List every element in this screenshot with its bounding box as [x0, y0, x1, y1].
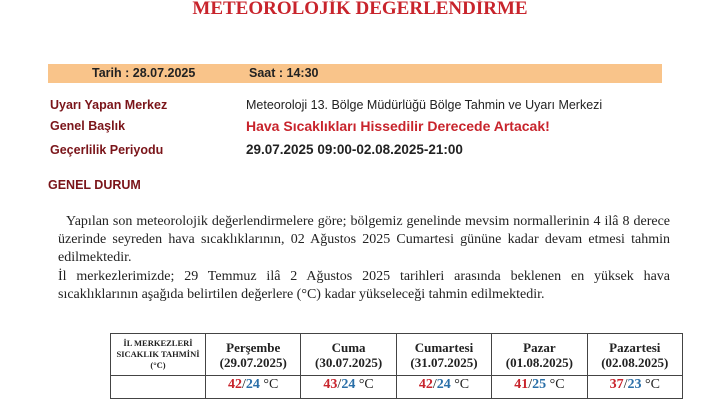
day-date: (31.07.2025) [410, 354, 478, 370]
day-name: Pazartesi [609, 339, 661, 355]
info-value: Hava Sıcaklıkları Hissedilir Derecede Ar… [246, 118, 550, 134]
info-value: 29.07.2025 09:00-02.08.2025-21:00 [246, 142, 463, 157]
unit: °C [358, 377, 374, 392]
day-header: Perşembe (29.07.2025) [204, 333, 302, 376]
unit: °C [454, 377, 470, 392]
high-temp: 41 [514, 377, 529, 392]
page-title: METEOROLOJİK DEĞERLENDİRME [192, 0, 528, 19]
info-label: Geçerlilik Periyodu [50, 143, 164, 157]
day-name: Pazar [523, 339, 556, 355]
high-temp: 42 [228, 377, 243, 392]
day-header: Cuma (30.07.2025) [300, 333, 397, 376]
day-name: Perşembe [226, 339, 281, 355]
day-header: Cumartesi (31.07.2025) [395, 333, 493, 376]
low-temp: 24 [245, 377, 260, 392]
temp-cell: 42/24 °C [395, 375, 493, 399]
low-temp: 24 [341, 377, 356, 392]
section-heading: GENEL DURUM [48, 178, 141, 192]
info-value: Meteoroloji 13. Bölge Müdürlüğü Bölge Ta… [246, 98, 603, 112]
day-date: (02.08.2025) [601, 354, 669, 370]
high-temp: 37 [609, 377, 624, 392]
day-date: (30.07.2025) [315, 354, 383, 370]
unit: °C [645, 377, 660, 392]
time: Saat : 14:30 [249, 66, 319, 80]
day-name: Cumartesi [414, 339, 474, 355]
temp-cell: 43/24 °C [300, 375, 397, 399]
day-header: Pazartesi (02.08.2025) [586, 333, 684, 376]
day-date: (01.08.2025) [505, 354, 573, 370]
temp-cell: 37/23 °C [586, 375, 684, 399]
paragraph: Yapılan son meteorolojik değerlendirmele… [58, 214, 670, 265]
temp-cell: 42/24 °C [204, 375, 302, 399]
temp-cell: 41/25 °C [491, 375, 588, 399]
day-header: Pazar (01.08.2025) [491, 333, 588, 376]
info-label: Genel Başlık [50, 119, 126, 133]
unit: °C [549, 377, 565, 392]
low-temp: 24 [436, 377, 451, 392]
date-time-bar: Tarih : 28.07.2025 Saat : 14:30 [48, 64, 662, 83]
info-label: Uyarı Yapan Merkez [50, 98, 168, 112]
day-date: (29.07.2025) [219, 354, 287, 370]
paragraph: İl merkezlerimizde; 29 Temmuz ilâ 2 Ağus… [58, 269, 670, 302]
table-corner-header: İL MERKEZLERİ SICAKLIK TAHMİNİ (°C) [110, 333, 206, 376]
day-name: Cuma [331, 339, 366, 355]
city-cell [110, 375, 206, 399]
low-temp: 23 [627, 377, 642, 392]
low-temp: 25 [532, 377, 547, 392]
high-temp: 43 [323, 377, 338, 392]
unit: °C [263, 377, 279, 392]
date: Tarih : 28.07.2025 [92, 66, 196, 80]
high-temp: 42 [418, 377, 433, 392]
temperature-table: İL MERKEZLERİ SICAKLIK TAHMİNİ (°C) Perş… [110, 333, 684, 399]
